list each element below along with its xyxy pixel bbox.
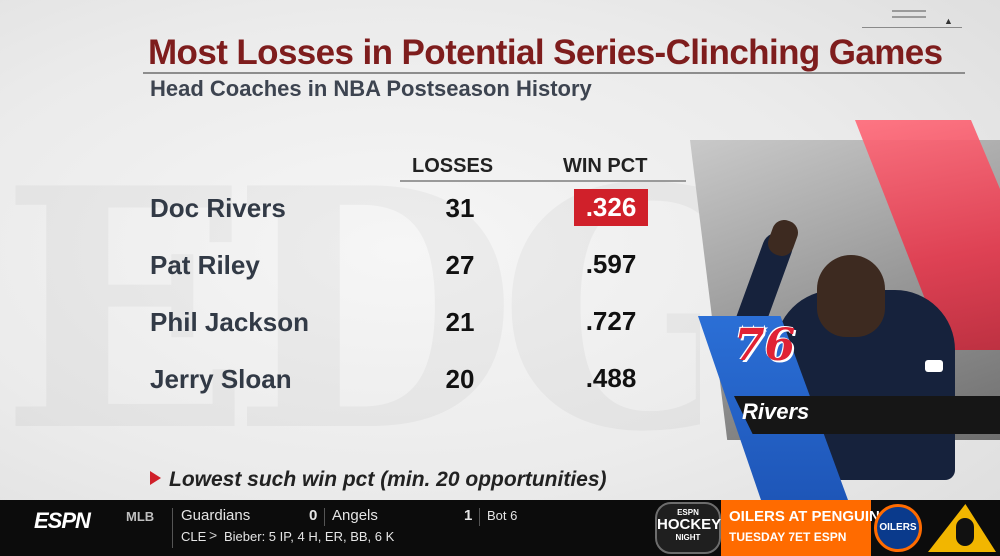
network-logo: ESPN: [34, 508, 91, 533]
table-row: Doc Rivers 31 .326: [0, 189, 690, 237]
team-abbrev: CLE: [181, 529, 207, 544]
badge-top-text: ESPN: [677, 508, 699, 517]
footnote-text: Lowest such win pct (min. 20 opportuniti…: [169, 468, 607, 491]
table-row: Jerry Sloan 20 .488: [0, 363, 690, 408]
losses-value: 20: [445, 364, 475, 394]
win-pct-value: .727: [585, 306, 637, 336]
promo-title: OILERS AT PENGUINS: [729, 508, 890, 525]
ticker-divider: [172, 508, 173, 548]
menu-bar: [892, 10, 926, 12]
name-plate: [734, 396, 1000, 434]
hockey-night-badge: ESPN HOCKEY NIGHT: [655, 502, 721, 554]
promo-subtitle: TUESDAY 7ET ESPN: [729, 530, 847, 544]
coach-name: Doc Rivers: [150, 193, 286, 223]
score-divider: [324, 508, 325, 526]
coach-name: Phil Jackson: [150, 307, 309, 337]
stars-icon: ★★★: [738, 324, 771, 335]
coach-name: Jerry Sloan: [150, 364, 292, 394]
footnote: Lowest such win pct (min. 20 opportuniti…: [150, 468, 607, 492]
header-divider: [400, 180, 686, 182]
arrow-right-icon: [150, 471, 161, 485]
win-pct-value: .597: [585, 249, 637, 279]
caret-up-icon: ▲: [944, 16, 953, 26]
win-pct-value: .326: [574, 189, 648, 226]
graphic-subtitle: Head Coaches in NBA Postseason History: [150, 76, 592, 101]
team-logo: 76: [734, 320, 796, 371]
away-score: 0: [309, 507, 318, 524]
away-team: Guardians: [181, 507, 251, 524]
coach-name-plate-text: Rivers: [742, 399, 810, 424]
badge-bot-text: NIGHT: [675, 533, 701, 542]
overlay-menu: ▲: [862, 10, 962, 30]
pitcher-line: Bieber: 5 IP, 4 H, ER, BB, 6 K: [224, 529, 395, 544]
badge-mid-text: HOCKEY: [657, 516, 722, 533]
menu-bar: [892, 16, 926, 18]
penguins-logo: [928, 504, 996, 552]
losses-value: 31: [445, 193, 475, 223]
home-score: 1: [464, 507, 473, 524]
coach-photo-panel: ★★★ 76 Rivers: [690, 120, 1000, 500]
chevron-right-icon: >: [209, 527, 218, 543]
losses-value: 21: [445, 307, 475, 337]
bottom-ticker: ESPN MLB Guardians 0 Angels 1 Bot 6 CLE …: [0, 500, 1000, 556]
table-row: Phil Jackson 21 .727: [0, 306, 690, 351]
penguin-icon: [956, 518, 974, 546]
column-header-win-pct: WIN PCT: [563, 155, 648, 177]
jacket-logo: [925, 360, 943, 372]
table-row: Pat Riley 27 .597: [0, 249, 690, 294]
coach-name: Pat Riley: [150, 250, 260, 280]
coach-head: [817, 255, 885, 337]
column-header-losses: LOSSES: [412, 155, 494, 177]
divider: [862, 27, 962, 28]
losses-value: 27: [445, 250, 475, 280]
title-divider: [143, 72, 965, 74]
score-divider: [479, 508, 480, 526]
win-pct-value: .488: [585, 363, 637, 393]
oilers-logo: OILERS: [874, 504, 922, 552]
home-team: Angels: [332, 507, 378, 524]
ticker-sport-label: MLB: [126, 509, 155, 524]
graphic-title: Most Losses in Potential Series-Clinchin…: [148, 33, 943, 72]
inning-status: Bot 6: [487, 508, 518, 523]
promo-panel: OILERS AT PENGUINS TUESDAY 7ET ESPN: [721, 500, 890, 556]
